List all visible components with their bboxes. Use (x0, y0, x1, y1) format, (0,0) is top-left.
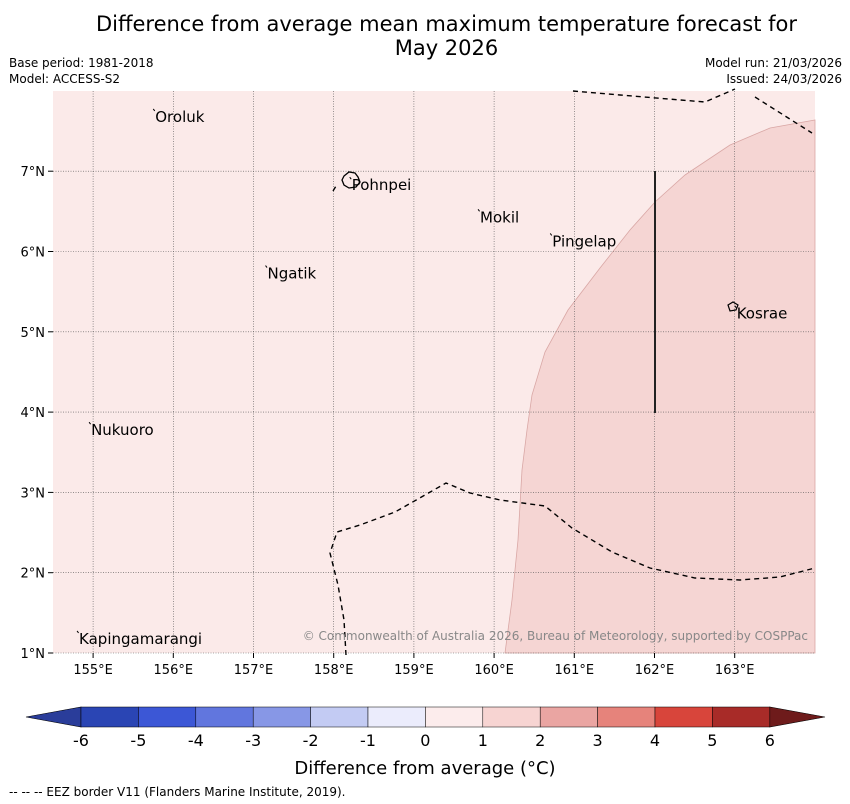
pohnpei-island (341, 171, 361, 189)
lat-tick-label: 7°N (21, 165, 46, 180)
lon-tick-label: 158°E (314, 663, 354, 678)
colorbar-segment (482, 706, 541, 728)
place-marker (76, 630, 79, 634)
colorbar-tick-label: 5 (707, 731, 717, 750)
colorbar-tick-label: 3 (593, 731, 603, 750)
colorbar-tick-label: -6 (73, 731, 89, 750)
place-marker (734, 305, 737, 309)
place-label: Pohnpei (352, 176, 412, 194)
colorbar-segment (138, 706, 197, 728)
eez-borders (329, 88, 816, 656)
eez-footnote: -- -- -- EEZ border V11 (Flanders Marine… (9, 785, 346, 799)
lon-tick-label: 156°E (154, 663, 194, 678)
model-run: Model run: 21/03/2026 (704, 56, 842, 70)
place-marker (477, 209, 480, 212)
place-labels: Oroluk Pohnpei Mokil Pingelap Ngatik Kosrae Nu… (76, 108, 788, 648)
base-period: Base period: 1981-2018 (9, 56, 154, 70)
lat-tick-label: 3°N (21, 486, 46, 501)
place-marker (152, 108, 156, 112)
colorbar-tick-label: 1 (478, 731, 488, 750)
colorbar-segment (195, 706, 254, 728)
colorbar-segment (597, 706, 656, 728)
colorbar-segment (80, 706, 139, 728)
copyright-text: © Commonwealth of Australia 2026, Bureau… (303, 629, 808, 643)
colorbar-extend-low (25, 706, 82, 728)
colorbar-tick-label: -2 (303, 731, 319, 750)
colorbar: -6 -5 -4 -3 -2 -1 0 1 2 3 4 5 6 (25, 706, 826, 750)
place-label: Mokil (480, 208, 519, 226)
chart-title: Difference from average mean maximum tem… (0, 12, 850, 60)
colorbar-tick-label: 4 (650, 731, 660, 750)
colorbar-tick-label: -5 (130, 731, 146, 750)
lon-tick-label: 163°E (715, 663, 755, 678)
model-name: Model: ACCESS-S2 (9, 72, 121, 86)
colorbar-tick-label: -4 (188, 731, 204, 750)
lon-tick-label: 162°E (635, 663, 675, 678)
place-label: Kapingamarangi (79, 630, 202, 648)
place-marker (549, 233, 553, 236)
colorbar-tick-label: -3 (245, 731, 261, 750)
colorbar-segment (712, 706, 771, 728)
colorbar-label: Difference from average (°C) (294, 758, 555, 779)
colorbar-tick-label: -1 (360, 731, 376, 750)
place-label: Pingelap (552, 232, 616, 250)
colorbar-segment (539, 706, 598, 728)
kosrae-island (727, 301, 739, 312)
lat-tick-label: 6°N (21, 246, 46, 261)
colorbar-segment (252, 706, 311, 728)
colorbar-extend-high (769, 706, 826, 728)
eez-border-south (329, 482, 816, 656)
colorbar-tick-label: 0 (420, 731, 430, 750)
colorbar-tick-label: 6 (765, 731, 775, 750)
eez-border-northeast (754, 96, 813, 134)
issued-date: Issued: 24/03/2026 (726, 72, 842, 86)
place-marker (265, 265, 268, 268)
colorbar-tick-label: 2 (535, 731, 545, 750)
eez-border-fragment (332, 185, 337, 192)
place-marker (349, 176, 352, 180)
place-label: Oroluk (155, 108, 204, 126)
place-label: Ngatik (268, 265, 317, 283)
lat-tick-label: 2°N (21, 567, 46, 582)
lon-tick-label: 155°E (73, 663, 113, 678)
colorbar-segment (310, 706, 369, 728)
lon-tick-label: 160°E (474, 663, 514, 678)
title-line-2: May 2026 (394, 36, 499, 60)
colorbar-segment (367, 706, 426, 728)
lon-tick-label: 161°E (555, 663, 595, 678)
lat-tick-label: 5°N (21, 326, 46, 341)
anomaly-1-2-region (504, 119, 816, 654)
place-label: Nukuoro (91, 421, 154, 439)
place-label: Kosrae (737, 305, 788, 323)
colorbar-segment (425, 706, 484, 728)
eez-border-north (572, 88, 736, 103)
lat-tick-label: 1°N (21, 647, 46, 662)
lon-tick-label: 159°E (394, 663, 434, 678)
lat-tick-label: 4°N (21, 406, 46, 421)
colorbar-segment (654, 706, 713, 728)
lon-tick-label: 157°E (234, 663, 274, 678)
axis-ticks: 155°E 156°E 157°E 158°E 159°E 160°E 161°E 162°E… (21, 165, 755, 678)
place-marker (88, 421, 91, 425)
title-line-1: Difference from average mean maximum tem… (96, 12, 797, 36)
